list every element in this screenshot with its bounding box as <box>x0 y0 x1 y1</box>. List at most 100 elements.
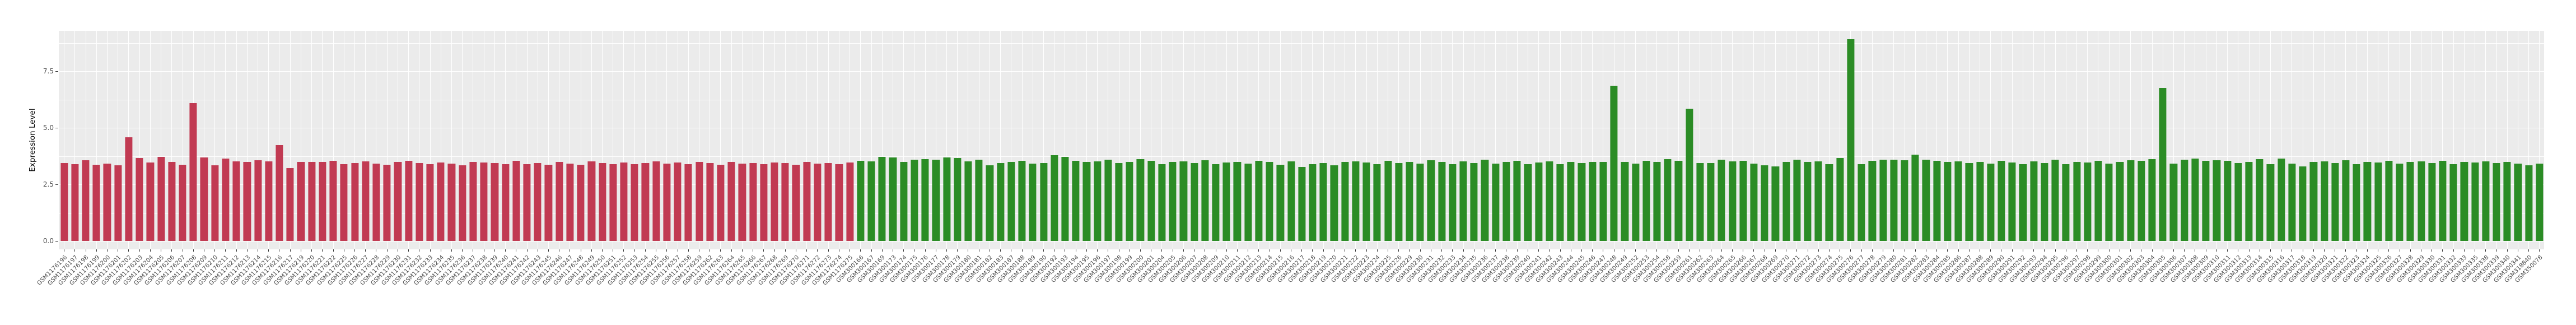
x-tick <box>2388 249 2390 252</box>
vertical-gridline <box>451 31 452 249</box>
vertical-gridline <box>1140 31 1141 249</box>
vertical-gridline <box>957 31 958 249</box>
bar-GSM300295 <box>2051 160 2059 241</box>
x-tick <box>2367 249 2368 252</box>
x-tick <box>451 249 452 252</box>
bar-GSM300231 <box>1427 160 1435 241</box>
vertical-gridline <box>2507 31 2508 249</box>
bar-slot <box>1135 31 1146 252</box>
bar-slot <box>597 31 608 252</box>
bars-container <box>59 31 2544 252</box>
bar-GSM1176215 <box>265 161 273 241</box>
x-tick <box>1592 249 1593 252</box>
x-tick <box>1861 249 1862 252</box>
bar-slot <box>1415 31 1426 252</box>
bar-slot <box>1824 31 1835 252</box>
vertical-gridline <box>1280 31 1281 249</box>
bar-GSM1176259 <box>695 162 703 241</box>
bar-GSM300335 <box>2471 162 2479 241</box>
x-tick <box>354 249 356 252</box>
vertical-gridline <box>903 31 904 249</box>
vertical-gridline <box>828 31 829 249</box>
x-tick <box>2044 249 2045 252</box>
x-tick <box>2485 249 2486 252</box>
bar-slot <box>672 31 683 252</box>
bar-GSM300317 <box>2288 163 2296 241</box>
x-tick <box>2076 249 2078 252</box>
bar-slot <box>1049 31 1060 252</box>
bar-slot <box>855 31 866 252</box>
vertical-gridline <box>925 31 926 249</box>
x-tick <box>666 249 668 252</box>
bar-slot <box>1705 31 1716 252</box>
bar-GSM300320 <box>2320 161 2328 241</box>
bar-GSM300294 <box>2041 163 2048 241</box>
x-tick <box>2507 249 2508 252</box>
bar-slot <box>1587 31 1598 252</box>
bar-GSM300252 <box>1631 163 1640 241</box>
bar-GSM300218 <box>1309 164 1317 241</box>
bar-GSM300247 <box>1599 161 1607 241</box>
bar-GSM1176238 <box>480 162 488 241</box>
bar-slot <box>1329 31 1340 252</box>
bar-GSM300281 <box>1901 160 1908 241</box>
bar-slot <box>2115 31 2125 252</box>
bar-GSM300325 <box>2374 162 2382 241</box>
bar-GSM1176251 <box>609 164 617 241</box>
x-tick <box>763 249 764 252</box>
vertical-gridline <box>860 31 861 249</box>
bar-slot <box>424 31 435 252</box>
vertical-gridline <box>1915 31 1916 249</box>
bar-GSM300188 <box>1018 160 1026 241</box>
bar-GSM300319 <box>2309 162 2317 241</box>
bar-GSM1176209 <box>200 157 208 241</box>
vertical-gridline <box>1086 31 1087 249</box>
bar-GSM300211 <box>1233 161 1242 241</box>
x-tick <box>1990 249 1991 252</box>
x-tick <box>408 249 409 252</box>
bar-slot <box>1888 31 1899 252</box>
vertical-gridline <box>2248 31 2250 249</box>
bar-slot <box>608 31 618 252</box>
x-tick <box>1516 249 1518 252</box>
bar-slot <box>1232 31 1243 252</box>
bar-GSM1176272 <box>814 164 822 241</box>
bar-slot <box>446 31 457 252</box>
bar-GSM1176198 <box>82 160 90 241</box>
bar-slot <box>1221 31 1232 252</box>
bar-slot <box>2308 31 2319 252</box>
bar-GSM1176208 <box>189 103 197 241</box>
vertical-gridline <box>741 31 743 249</box>
vertical-gridline <box>731 31 732 249</box>
y-tick-mark <box>55 241 58 242</box>
x-tick <box>688 249 689 252</box>
bar-slot <box>1361 31 1371 252</box>
bar-GSM300248 <box>1610 86 1618 241</box>
bar-GSM1176269 <box>781 163 789 241</box>
bar-GSM300283 <box>1922 160 1930 241</box>
y-tick-mark <box>55 184 58 185</box>
bar-GSM300236 <box>1481 159 1489 241</box>
bar-slot <box>748 31 758 252</box>
minor-gridline <box>59 156 2544 157</box>
x-tick <box>1441 249 1443 252</box>
bar-GSM300273 <box>1814 161 1822 241</box>
vertical-gridline <box>1936 31 1938 249</box>
bar-GSM1176241 <box>512 161 520 241</box>
bar-slot <box>1791 31 1802 252</box>
x-axis-labels: GSM1176196 GSM1176197 GSM1176198 GSM1176199… <box>36 253 2544 323</box>
x-tick <box>591 249 592 252</box>
bar-GSM300217 <box>1298 166 1306 241</box>
vertical-gridline <box>526 31 528 249</box>
bar-slot <box>1156 31 1167 252</box>
bar-slot <box>2190 31 2200 252</box>
bar-slot <box>2351 31 2362 252</box>
bar-GSM300285 <box>1944 162 1952 241</box>
bar-GSM300234 <box>1459 161 1467 241</box>
bar-slot <box>1964 31 1975 252</box>
bar-GSM300331 <box>2439 160 2447 241</box>
vertical-gridline <box>2388 31 2390 249</box>
x-tick <box>1226 249 1227 252</box>
bar-slot <box>1350 31 1361 252</box>
bar-slot <box>2007 31 2018 252</box>
